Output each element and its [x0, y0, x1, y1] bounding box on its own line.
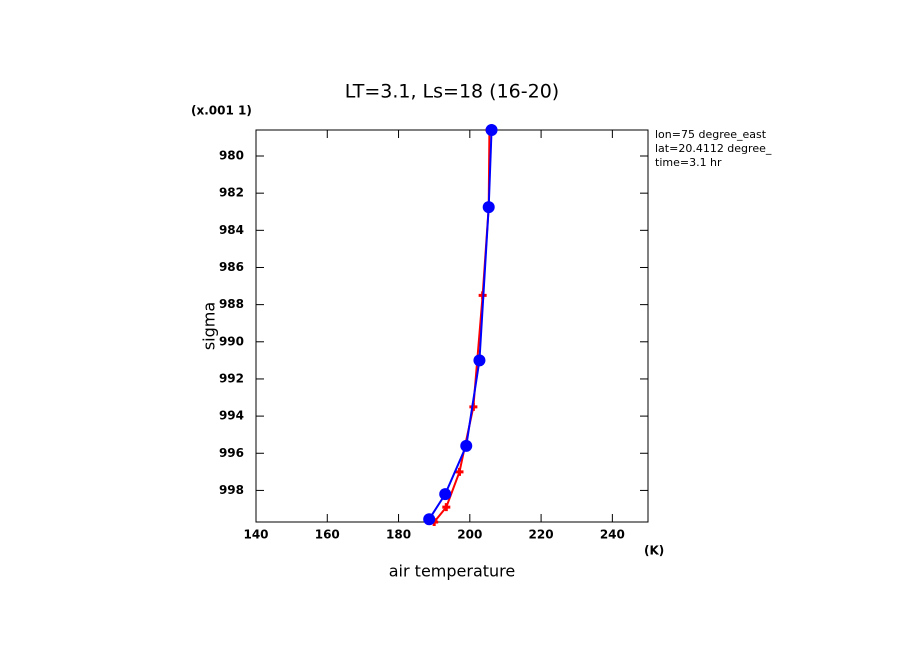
x-tick-label: 180 — [386, 528, 411, 542]
y-tick-label: 992 — [219, 371, 244, 385]
y-tick-label: 990 — [219, 334, 244, 348]
x-tick-label: 240 — [600, 528, 625, 542]
x-unit: (K) — [644, 544, 664, 558]
x-tick-label: 160 — [315, 528, 340, 542]
y-tick-label: 994 — [219, 409, 244, 423]
point — [460, 439, 473, 452]
series-line — [428, 129, 493, 520]
point — [473, 354, 486, 367]
y-tick-label: 980 — [219, 149, 244, 163]
x-tick-label: 200 — [457, 528, 482, 542]
annotation: lon=75 degree_east — [655, 128, 767, 141]
point — [455, 467, 464, 476]
annotation: time=3.1 hr — [655, 156, 722, 169]
point — [442, 503, 451, 512]
y-tick-label: 984 — [219, 223, 244, 237]
y-tick-label: 982 — [219, 186, 244, 200]
y-tick-label: 998 — [219, 483, 244, 497]
annotation: lat=20.4112 degree_ — [655, 142, 772, 155]
y-axis-label: sigma — [200, 302, 219, 350]
y-tick-label: 986 — [219, 260, 244, 274]
point — [482, 201, 495, 214]
y-tick-label: 996 — [219, 446, 244, 460]
y-tick-label: 988 — [219, 297, 244, 311]
x-tick-label: 140 — [243, 528, 268, 542]
point — [423, 513, 436, 526]
chart-title: LT=3.1, Ls=18 (16-20) — [345, 81, 559, 103]
y-unit: (x.001 1) — [191, 104, 252, 118]
x-axis-label: air temperature — [389, 562, 515, 581]
point — [485, 124, 498, 136]
plot-frame — [255, 129, 649, 523]
x-tick-label: 220 — [529, 528, 554, 542]
point — [439, 488, 452, 501]
